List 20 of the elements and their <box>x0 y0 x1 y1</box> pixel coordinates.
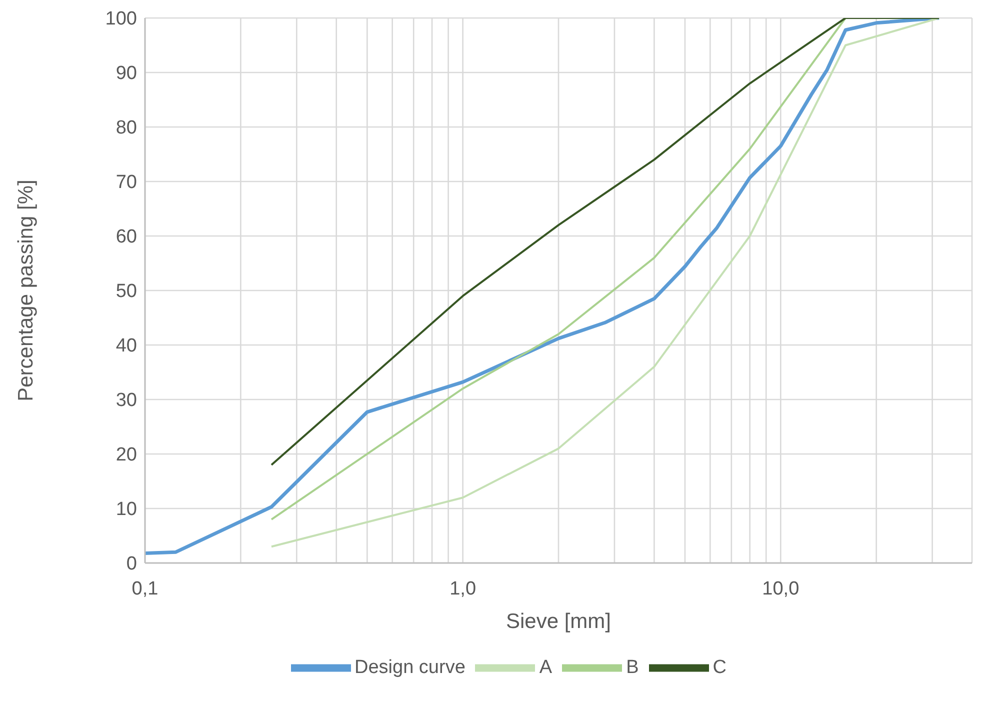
x-axis-title: Sieve [mm] <box>506 610 612 633</box>
y-tick-label: 10 <box>116 499 137 520</box>
x-tick-label: 1,0 <box>450 578 476 600</box>
legend-label: C <box>712 657 726 678</box>
y-tick-label: 40 <box>116 336 137 357</box>
y-tick-label: 70 <box>116 172 137 194</box>
y-tick-label: 60 <box>116 226 137 248</box>
y-tick-label: 30 <box>116 390 137 412</box>
y-axis-title: Percentage passing [%] <box>14 180 38 402</box>
y-tick-label: 0 <box>126 554 137 575</box>
x-tick-label: 0,1 <box>132 578 158 600</box>
y-tick-label: 100 <box>105 8 137 30</box>
y-tick-label: 90 <box>116 63 137 84</box>
x-tick-label: 10,0 <box>762 578 800 600</box>
y-tick-label: 50 <box>116 281 137 302</box>
legend-label: A <box>539 657 552 678</box>
legend-label: Design curve <box>354 657 466 678</box>
legend-label: B <box>626 657 639 678</box>
y-tick-label: 20 <box>116 444 137 466</box>
y-tick-label: 80 <box>116 118 137 139</box>
